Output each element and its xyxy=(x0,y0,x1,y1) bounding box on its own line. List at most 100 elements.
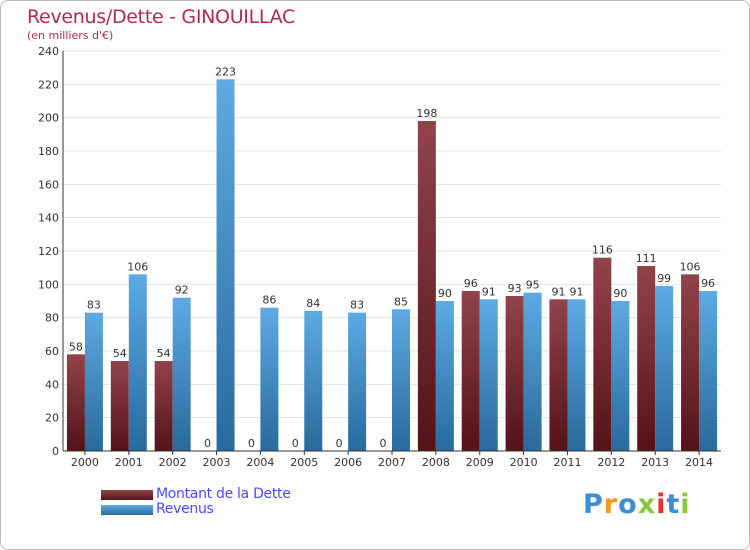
value-label-dette-2007: 0 xyxy=(380,437,387,450)
bar-revenus-2008 xyxy=(435,301,454,451)
y-tick-label: 160 xyxy=(38,178,59,191)
bar-dette-2008 xyxy=(417,121,436,451)
chart-subtitle: (en milliers d'€) xyxy=(27,29,114,42)
y-tick-label: 180 xyxy=(38,145,59,158)
x-tick-label: 2000 xyxy=(71,456,99,469)
y-tick-label: 140 xyxy=(38,212,59,225)
bar-revenus-2002 xyxy=(172,297,191,451)
logo-letter: o xyxy=(618,489,638,520)
bar-revenus-2012 xyxy=(611,301,630,451)
bar-revenus-2009 xyxy=(479,299,498,451)
y-tick-label: 0 xyxy=(52,445,59,458)
bar-dette-2002 xyxy=(154,361,173,451)
data-labels: 58 83 54 106 54 92 0 223 0 86 0 84 0 83 0 85 198 90 96 91 93… xyxy=(69,65,715,450)
value-label-dette-2004: 0 xyxy=(248,437,255,450)
bar-dette-2012 xyxy=(593,257,612,451)
bar-revenus-2006 xyxy=(348,312,367,451)
x-tick-label: 2001 xyxy=(115,456,143,469)
value-label-dette-2013: 111 xyxy=(636,252,657,265)
value-label-dette-2002: 54 xyxy=(157,347,171,360)
x-tick-label: 2006 xyxy=(334,456,362,469)
y-tick-label: 20 xyxy=(45,412,59,425)
x-tick-label: 2005 xyxy=(290,456,318,469)
x-tick-label: 2007 xyxy=(378,456,406,469)
value-label-revenus-2002: 92 xyxy=(175,284,189,297)
bar-dette-2011 xyxy=(549,299,568,451)
x-tick-label: 2002 xyxy=(159,456,187,469)
y-tick-label: 220 xyxy=(38,78,59,91)
value-label-revenus-2004: 86 xyxy=(262,294,276,307)
value-label-dette-2001: 54 xyxy=(113,347,127,360)
value-label-dette-2014: 106 xyxy=(680,260,701,273)
y-tick-label: 60 xyxy=(45,345,59,358)
y-tick-label: 240 xyxy=(38,45,59,58)
bar-dette-2000 xyxy=(66,354,85,451)
x-tick-label: 2009 xyxy=(466,456,494,469)
legend-item-dette: Montant de la Dette xyxy=(101,486,341,502)
y-tick-label: 100 xyxy=(38,278,59,291)
bar-revenus-2000 xyxy=(84,312,103,451)
value-label-revenus-2009: 91 xyxy=(482,285,496,298)
legend-swatch-dette xyxy=(101,490,153,500)
bar-revenus-2004 xyxy=(260,307,279,451)
y-tick-label: 120 xyxy=(38,245,59,258)
x-tick-label: 2008 xyxy=(422,456,450,469)
value-label-revenus-2014: 96 xyxy=(701,277,715,290)
value-label-dette-2003: 0 xyxy=(204,437,211,450)
logo-letter: P xyxy=(583,489,604,520)
logo-letter: i xyxy=(656,489,667,520)
value-label-revenus-2001: 106 xyxy=(127,260,148,273)
bar-dette-2014 xyxy=(681,274,700,451)
bar-dette-2010 xyxy=(505,296,524,451)
axes: 0 20 40 60 80 100 120 140 160 180 200 220 240 2000 200… xyxy=(38,45,721,469)
proxiti-logo: Proxiti xyxy=(583,489,691,520)
x-tick-label: 2013 xyxy=(641,456,669,469)
legend-label-revenus: Revenus xyxy=(156,501,214,517)
value-label-dette-2009: 96 xyxy=(464,277,478,290)
legend-item-revenus: Revenus xyxy=(101,501,341,517)
value-label-revenus-2008: 90 xyxy=(438,287,452,300)
value-label-dette-2005: 0 xyxy=(292,437,299,450)
value-label-revenus-2005: 84 xyxy=(306,297,320,310)
bar-dette-2009 xyxy=(461,291,480,451)
bar-revenus-2005 xyxy=(304,311,323,451)
y-tick-label: 80 xyxy=(45,312,59,325)
value-label-revenus-2012: 90 xyxy=(613,287,627,300)
y-tick-label: 40 xyxy=(45,378,59,391)
value-label-revenus-2007: 85 xyxy=(394,295,408,308)
logo-letter: x xyxy=(637,489,657,520)
value-label-revenus-2006: 83 xyxy=(350,299,364,312)
bar-dette-2001 xyxy=(110,361,129,451)
value-label-revenus-2013: 99 xyxy=(657,272,671,285)
bar-revenus-2011 xyxy=(567,299,586,451)
logo-letter: i xyxy=(680,489,691,520)
y-tick-label: 200 xyxy=(38,112,59,125)
x-tick-label: 2010 xyxy=(510,456,538,469)
bar-revenus-2001 xyxy=(128,274,147,451)
bar-revenus-2007 xyxy=(392,309,410,451)
value-label-dette-2010: 93 xyxy=(508,282,522,295)
value-label-dette-2012: 116 xyxy=(592,244,613,257)
bar-revenus-2010 xyxy=(523,292,542,451)
x-tick-label: 2012 xyxy=(597,456,625,469)
value-label-revenus-2010: 95 xyxy=(526,279,540,292)
value-label-dette-2011: 91 xyxy=(551,285,565,298)
x-tick-label: 2003 xyxy=(203,456,231,469)
chart-title: Revenus/Dette - GINOUILLAC xyxy=(27,6,295,28)
legend-swatch-revenus xyxy=(101,505,153,515)
logo-letter: r xyxy=(603,489,619,520)
x-tick-label: 2014 xyxy=(685,456,713,469)
value-label-dette-2008: 198 xyxy=(416,107,437,120)
value-label-revenus-2000: 83 xyxy=(87,299,101,312)
x-tick-label: 2004 xyxy=(246,456,274,469)
bar-revenus-2014 xyxy=(699,291,718,451)
bars xyxy=(66,79,718,451)
value-label-dette-2006: 0 xyxy=(336,437,343,450)
legend-label-dette: Montant de la Dette xyxy=(156,486,291,502)
logo-letter: t xyxy=(666,489,681,520)
bar-revenus-2013 xyxy=(655,286,674,451)
value-label-revenus-2011: 91 xyxy=(569,285,583,298)
value-label-dette-2000: 58 xyxy=(69,340,83,353)
